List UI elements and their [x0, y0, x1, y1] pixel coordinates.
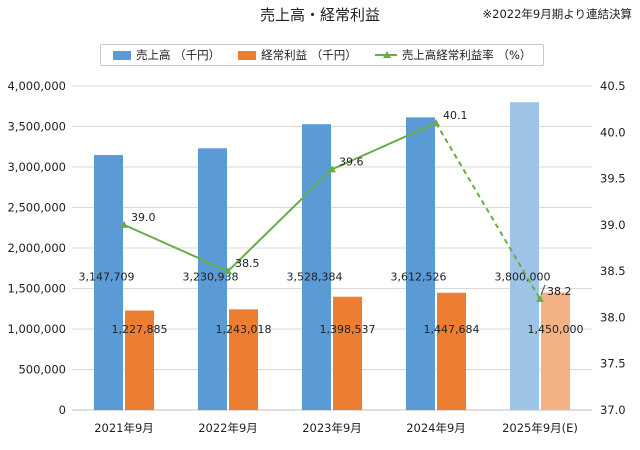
profit-value-label: 1,447,684 — [424, 323, 480, 336]
sales-bar — [406, 117, 435, 411]
margin-point — [536, 294, 544, 302]
sales-value-label: 3,147,709 — [79, 271, 135, 284]
y-right-tick-label: 38.0 — [600, 310, 626, 324]
margin-value-label: 38.2 — [547, 285, 572, 298]
profit-value-label: 1,398,537 — [320, 323, 376, 336]
legend-item-profit: 経常利益 （千円） — [238, 47, 357, 63]
legend-item-sales: 売上高 （千円） — [113, 47, 220, 63]
profit-bar — [229, 309, 258, 410]
margin-point — [328, 165, 336, 173]
y-left-tick-label: 0 — [59, 403, 66, 417]
y-left-tick-label: 1,500,000 — [7, 282, 66, 296]
margin-value-label: 38.5 — [235, 257, 260, 270]
margin-point — [432, 119, 440, 127]
sales-bar — [510, 102, 539, 410]
chart-legend: 売上高 （千円） 経常利益 （千円） 売上高経常利益率 （%） — [100, 44, 545, 66]
profit-bar — [541, 292, 570, 410]
margin-value-label: 39.6 — [339, 155, 364, 168]
sales-bar — [198, 148, 227, 411]
sales-value-label: 3,230,938 — [183, 271, 239, 284]
legend-swatch-profit — [238, 50, 257, 60]
y-right-tick-label: 40.5 — [600, 79, 626, 93]
x-tick-label: 2021年9月 — [94, 421, 154, 435]
y-right-tick-label: 40.0 — [600, 125, 626, 139]
profit-value-label: 1,243,018 — [216, 323, 272, 336]
legend-swatch-margin — [374, 50, 397, 60]
chart-title: 売上高・経常利益 — [259, 6, 380, 24]
margin-line-segment — [123, 223, 229, 273]
y-left-tick-label: 4,000,000 — [7, 79, 66, 93]
margin-label-leader — [540, 284, 546, 296]
margin-value-label: 40.1 — [443, 109, 468, 122]
y-left-tick-label: 3,500,000 — [7, 120, 66, 134]
y-left-tick-label: 500,000 — [18, 363, 66, 377]
y-left-tick-label: 2,000,000 — [7, 241, 66, 255]
legend-swatch-sales — [113, 50, 131, 60]
y-left-tick-label: 1,000,000 — [7, 322, 66, 336]
margin-line-segment — [227, 168, 333, 272]
margin-point — [224, 267, 232, 275]
sales-value-label: 3,800,000 — [495, 271, 551, 284]
y-right-tick-label: 37.5 — [600, 357, 626, 371]
sales-value-label: 3,612,526 — [391, 271, 447, 284]
sales-bar — [302, 124, 331, 410]
legend-label-profit: 経常利益 （千円） — [261, 48, 357, 62]
margin-line-segment — [435, 122, 541, 300]
x-tick-label: 2025年9月(E) — [502, 421, 578, 435]
legend-label-margin: 売上高経常利益率 （%） — [401, 48, 532, 62]
legend-item-margin: 売上高経常利益率 （%） — [374, 47, 532, 63]
legend-label-sales: 売上高 （千円） — [136, 48, 221, 62]
profit-bar — [125, 310, 154, 410]
y-left-tick-label: 2,500,000 — [7, 201, 66, 215]
x-tick-label: 2023年9月 — [302, 421, 362, 435]
y-right-tick-label: 37.0 — [600, 403, 626, 417]
consolidation-note: ※2022年9月期より連結決算 — [482, 7, 633, 21]
margin-value-label: 39.0 — [131, 211, 156, 224]
x-tick-label: 2024年9月 — [406, 421, 466, 435]
sales-bar — [94, 155, 123, 410]
profit-value-label: 1,450,000 — [528, 323, 584, 336]
sales-value-label: 3,528,384 — [287, 271, 343, 284]
y-left-tick-label: 3,000,000 — [7, 160, 66, 174]
margin-point — [120, 220, 128, 228]
x-tick-label: 2022年9月 — [198, 421, 258, 435]
profit-bar — [437, 292, 466, 410]
profit-bar — [333, 296, 362, 410]
margin-line-segment — [331, 122, 437, 171]
y-right-tick-label: 39.5 — [600, 172, 626, 186]
profit-value-label: 1,227,885 — [112, 323, 168, 336]
y-right-tick-label: 39.0 — [600, 218, 626, 232]
y-right-tick-label: 38.5 — [600, 264, 626, 278]
